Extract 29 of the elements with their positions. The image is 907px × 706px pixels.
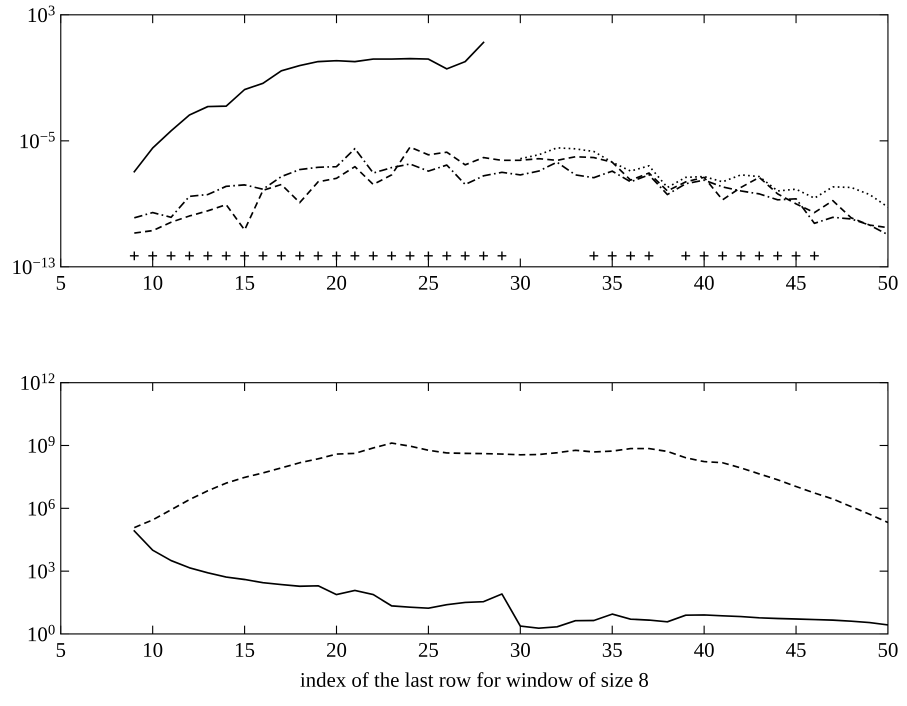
x-tick-label: 45 [786, 276, 806, 290]
y-tick-label: 10$^{9}$ [28, 436, 55, 453]
y-tick-label: 10$^{0}$ [28, 624, 55, 642]
x-tick-label: 15 [236, 643, 254, 657]
x-tick-label: 20 [326, 276, 346, 290]
y-tick-label: 10$^{3}$ [28, 562, 55, 578]
x-tick-label: 10 [144, 642, 162, 657]
x-tick-label: 50 [878, 276, 898, 290]
x-tick-label: 35 [602, 642, 622, 657]
x-tick-label: 25 [418, 642, 438, 657]
y-tick-label: 10$^{−5}$ [20, 132, 55, 148]
x-tick-label: 5 [56, 276, 66, 290]
x-tick-label: 30 [510, 276, 530, 290]
y-tick-label: 10$^{12}$ [21, 373, 54, 390]
x-tick-label: 25 [418, 276, 438, 290]
x-tick-label: 35 [602, 276, 622, 290]
y-tick-label: 10$^{3}$ [28, 6, 55, 22]
x-tick-label: 40 [694, 276, 714, 290]
x-tick-label: 30 [510, 642, 530, 657]
y-tick-label: 10$^{6}$ [28, 499, 55, 516]
x-tick-label: 5 [56, 643, 66, 657]
x-tick-label: 20 [326, 642, 346, 657]
x-tick-label: 50 [878, 642, 898, 657]
x-tick-label: 10 [144, 276, 162, 290]
x-tick-label: 40 [694, 642, 714, 657]
y-tick-label: 10$^{−13}$ [13, 258, 55, 274]
x-tick-label: 45 [786, 643, 806, 657]
x-axis-title: index of the last row for window of size 8 [300, 672, 648, 687]
x-tick-label: 15 [236, 276, 254, 290]
